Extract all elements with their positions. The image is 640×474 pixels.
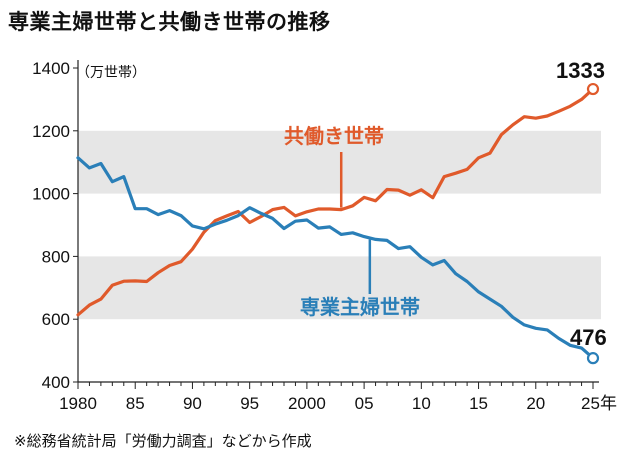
series-end-marker-1 xyxy=(586,352,600,365)
x-tick-label-0: 1980 xyxy=(59,394,97,413)
x-tick-label-6: 10 xyxy=(412,394,431,413)
source-note: ※総務省統計局「労働力調査」などから作成 xyxy=(14,432,312,450)
y-axis: 400 600 800 1000 1200 1400 xyxy=(32,59,79,392)
x-tick-label-9: 25年 xyxy=(581,394,617,413)
chart-title: 専業主婦世帯と共働き世帯の推移 xyxy=(8,10,331,34)
series-end-marker-0 xyxy=(586,82,600,96)
background-bands xyxy=(78,130,601,320)
y-tick-label-5: 1400 xyxy=(32,59,70,78)
y-tick-label-1: 600 xyxy=(42,310,70,329)
y-tick-label-3: 1000 xyxy=(32,185,70,204)
y-tick-label-0: 400 xyxy=(42,373,70,392)
grid-band-0 xyxy=(78,130,601,194)
x-tick-label-7: 15 xyxy=(469,394,488,413)
x-tick-label-4: 2000 xyxy=(288,394,326,413)
y-unit-label: （万世帯） xyxy=(76,65,146,81)
series-label-leaders xyxy=(339,152,372,294)
series-lines xyxy=(76,82,600,365)
y-tick-label-4: 1200 xyxy=(32,122,70,141)
x-axis: 1980 85 90 95 2000 05 10 15 20 25年 xyxy=(59,381,617,413)
y-tick-label-2: 800 xyxy=(42,247,70,266)
x-tick-label-8: 20 xyxy=(526,394,545,413)
series-line-1 xyxy=(76,156,595,360)
x-tick-label-1: 85 xyxy=(126,394,145,413)
end-value-housewife: 476 xyxy=(570,325,607,350)
series-label-dual-income: 共働き世帯 xyxy=(284,124,384,148)
x-tick-label-5: 05 xyxy=(355,394,374,413)
x-tick-label-3: 95 xyxy=(240,394,259,413)
x-tick-label-2: 90 xyxy=(183,394,202,413)
series-label-housewife: 専業主婦世帯 xyxy=(300,295,420,319)
series-line-0 xyxy=(76,87,595,317)
end-value-dual-income: 1333 xyxy=(556,58,605,83)
